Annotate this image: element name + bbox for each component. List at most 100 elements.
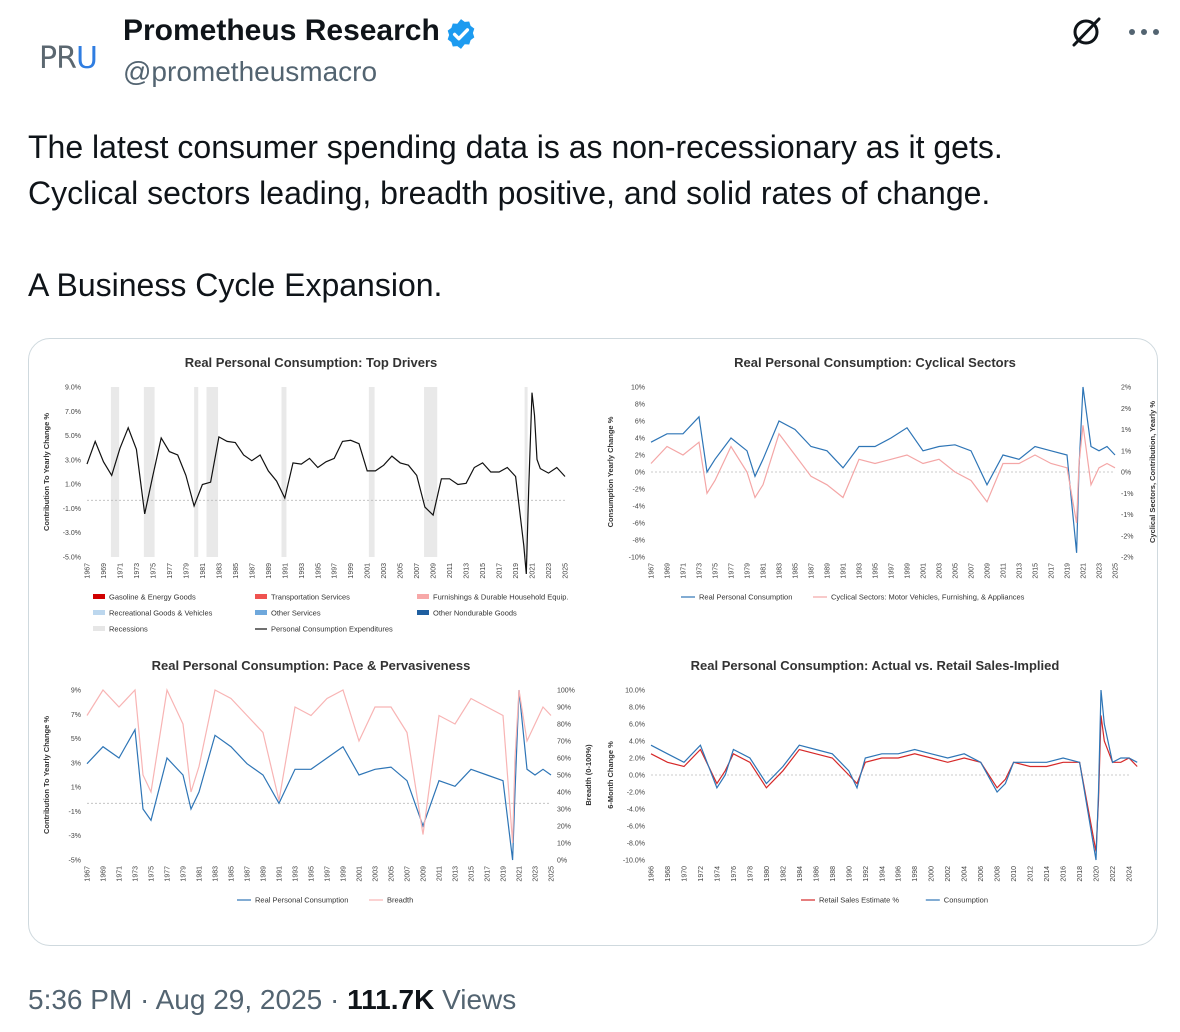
x-tick-label: 2021 xyxy=(530,563,537,579)
x-tick-label: 2002 xyxy=(945,866,952,882)
y-tick-label: 8.0% xyxy=(629,705,645,712)
x-tick-label: 1967 xyxy=(85,563,92,579)
y-axis-label: Contribution To Yearly Change % xyxy=(42,413,51,531)
legend-label: Transportation Services xyxy=(271,593,350,602)
legend-label: Recreational Goods & Vehicles xyxy=(109,609,213,618)
x-tick-label: 2013 xyxy=(1017,563,1024,579)
y2-tick-label: 60% xyxy=(557,756,571,763)
x-tick-label: 1988 xyxy=(830,866,837,882)
tweet-date[interactable]: Aug 29, 2025 xyxy=(155,984,323,1015)
y-tick-label: 5.0% xyxy=(65,433,81,440)
legend-label: Real Personal Consumption xyxy=(699,593,792,602)
x-tick-label: 1987 xyxy=(245,866,252,882)
x-tick-label: 2001 xyxy=(365,563,372,579)
x-tick-label: 1975 xyxy=(150,563,157,579)
y-tick-label: 8% xyxy=(635,402,645,409)
x-tick-label: 1967 xyxy=(649,563,656,579)
x-tick-label: 1996 xyxy=(896,866,903,882)
x-tick-label: 1968 xyxy=(665,866,672,882)
y-tick-label: -5.0% xyxy=(63,555,81,562)
x-tick-label: 2025 xyxy=(549,866,556,882)
x-tick-label: 2017 xyxy=(497,563,504,579)
author-handle[interactable]: @prometheusmacro xyxy=(123,56,378,87)
x-tick-label: 2005 xyxy=(953,563,960,579)
x-tick-label: 2023 xyxy=(546,563,553,579)
grok-icon[interactable] xyxy=(1068,14,1104,50)
x-tick-label: 1971 xyxy=(117,563,124,579)
x-tick-label: 1977 xyxy=(167,563,174,579)
x-tick-label: 1995 xyxy=(309,866,316,882)
x-tick-label: 2021 xyxy=(1081,563,1088,579)
x-tick-label: 1985 xyxy=(793,563,800,579)
x-tick-label: 2022 xyxy=(1110,866,1117,882)
x-tick-label: 1987 xyxy=(249,563,256,579)
x-tick-label: 2014 xyxy=(1044,866,1051,882)
avatar[interactable]: PRᑌ xyxy=(28,18,108,98)
x-tick-label: 1985 xyxy=(229,866,236,882)
x-tick-label: 1986 xyxy=(813,866,820,882)
x-tick-label: 1981 xyxy=(197,866,204,882)
x-tick-label: 2015 xyxy=(1033,563,1040,579)
y-tick-label: 0.0% xyxy=(629,773,645,780)
y2-tick-label: 90% xyxy=(557,705,571,712)
tweet-line: The latest consumer spending data is as … xyxy=(28,129,1003,165)
x-tick-label: 1977 xyxy=(729,563,736,579)
legend-swatch xyxy=(255,594,267,599)
x-tick-label: 1969 xyxy=(101,563,108,579)
y-tick-label: 6% xyxy=(635,419,645,426)
x-tick-label: 2009 xyxy=(431,563,438,579)
tweet-time[interactable]: 5:36 PM xyxy=(28,984,133,1015)
x-tick-label: 2018 xyxy=(1077,866,1084,882)
y2-tick-label: 1% xyxy=(1121,427,1131,434)
x-tick-label: 1978 xyxy=(747,866,754,882)
y-tick-label: -8.0% xyxy=(627,841,645,848)
views-count: 111.7K xyxy=(347,984,435,1015)
y2-tick-label: 70% xyxy=(557,739,571,746)
tweet-text: The latest consumer spending data is as … xyxy=(28,124,1158,308)
x-tick-label: 1993 xyxy=(299,563,306,579)
x-tick-label: 1975 xyxy=(713,563,720,579)
x-tick-label: 2011 xyxy=(447,563,454,578)
series-line xyxy=(86,687,552,844)
series-line xyxy=(650,425,1116,524)
legend-label: Real Personal Consumption xyxy=(255,896,348,905)
y2-tick-label: 2% xyxy=(1121,385,1131,392)
y2-tick-label: -1% xyxy=(1121,491,1133,498)
x-tick-label: 2007 xyxy=(414,563,421,579)
y-tick-label: 7.0% xyxy=(65,409,81,416)
x-tick-label: 2025 xyxy=(1113,563,1120,579)
y-axis-label: Consumption Yearly Change % xyxy=(606,416,615,527)
x-tick-label: 2013 xyxy=(464,563,471,579)
more-options-icon[interactable] xyxy=(1124,22,1164,42)
y-tick-label: -1.0% xyxy=(63,506,81,513)
x-tick-label: 1980 xyxy=(764,866,771,882)
y-tick-label: 6.0% xyxy=(629,722,645,729)
legend-label: Furnishings & Durable Household Equip. xyxy=(433,593,569,602)
legend-swatch xyxy=(93,610,105,615)
y2-tick-label: -2% xyxy=(1121,555,1133,562)
x-tick-label: 1994 xyxy=(879,866,886,882)
y-tick-label: -2.0% xyxy=(627,790,645,797)
legend-label: Gasoline & Energy Goods xyxy=(109,593,196,602)
y-tick-label: 0% xyxy=(635,470,645,477)
x-tick-label: 1974 xyxy=(714,866,721,882)
legend-swatch xyxy=(417,610,429,615)
y-tick-label: -3.0% xyxy=(63,530,81,537)
chart-cyclical-sectors: Real Personal Consumption: Cyclical Sect… xyxy=(606,355,1157,602)
tweet-media-image[interactable]: Real Personal Consumption: Top Drivers 9.… xyxy=(28,338,1158,946)
y-tick-label: 10.0% xyxy=(625,688,645,695)
views-label: Views xyxy=(434,984,517,1015)
x-tick-label: 1979 xyxy=(745,563,752,579)
x-tick-label: 1987 xyxy=(809,563,816,579)
recession-band xyxy=(424,387,438,557)
y-tick-label: 10% xyxy=(631,385,645,392)
x-tick-label: 1976 xyxy=(731,866,738,882)
y2-tick-label: -1% xyxy=(1121,512,1133,519)
legend-label: Other Services xyxy=(271,609,321,618)
x-tick-label: 2008 xyxy=(995,866,1002,882)
recession-band xyxy=(524,387,528,557)
y2-tick-label: 100% xyxy=(557,688,575,695)
x-tick-label: 2024 xyxy=(1127,866,1134,882)
y-tick-label: -3% xyxy=(69,833,81,840)
author-name[interactable]: Prometheus Research xyxy=(123,14,440,47)
